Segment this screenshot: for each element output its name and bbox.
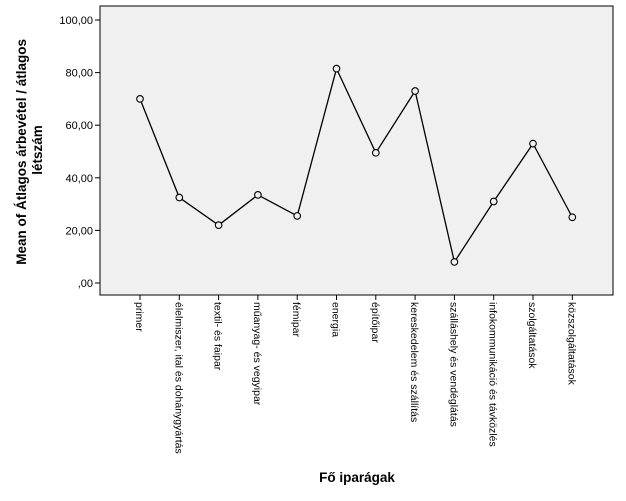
data-point [371,148,380,157]
x-tick-label: textil- és faipar [212,302,224,371]
x-tick-label: primer [133,302,145,332]
data-point [529,139,537,148]
y-tick-label: 40,00 [65,173,93,185]
x-tick-label: energia [330,302,342,337]
y-axis-title-line-2: létszám [30,125,45,175]
data-point [175,193,184,202]
data-point [254,191,262,199]
x-axis-title: Fő iparágak [319,470,395,485]
x-tick-label: szolgáltatások [526,302,538,369]
x-tick-label: infokommunikáció és távközlés [487,302,499,447]
data-point [136,95,144,103]
data-point [568,213,577,222]
y-tick-label: 80,00 [65,68,93,80]
y-tick-label: ,00 [78,278,93,290]
x-tick-label: műanyag- és vegyipar [251,302,263,406]
x-tick-label: fémipar [290,302,302,338]
x-tick-label: közszolgáltatások [565,302,577,386]
data-markers [136,64,577,266]
data-point [293,212,302,220]
data-point [411,87,419,95]
plot-area [99,5,614,296]
y-axis-title-line-1: Mean of Átlagos árbevétel / átlagos [14,39,29,265]
x-tick-label: szálláshely és vendéglátás [447,302,459,427]
data-point [214,221,223,229]
data-point [450,258,459,266]
y-tick-label: 60,00 [65,120,93,132]
y-tick-label: 20,00 [65,225,93,237]
y-tick-label: 100,00 [59,15,93,27]
x-axis: primer élelmiszer, ital és dohánygyártás t… [133,295,577,454]
y-axis: ,00 20,00 40,00 60,00 80,00 100,00 [59,15,100,290]
y-axis-title: Mean of Átlagos árbevétel / átlagos léts… [14,35,45,265]
series-line [139,66,573,264]
x-tick-label: kereskedelem és szállítás [408,302,420,422]
x-tick-label: építőipar [369,302,381,343]
x-tick-label: élelmiszer, ital és dohánygyártás [172,302,184,454]
data-point [489,197,498,206]
data-point [332,64,341,73]
